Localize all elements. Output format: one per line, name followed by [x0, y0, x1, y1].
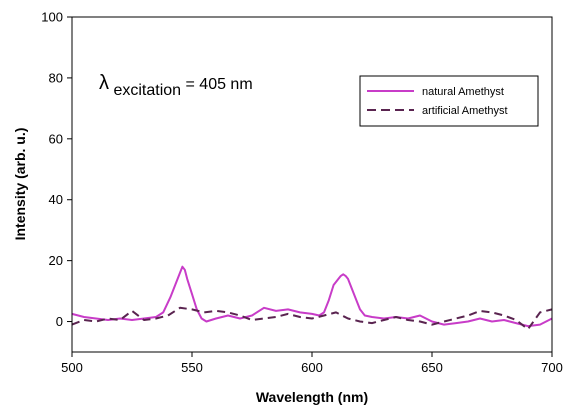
excitation-annotation: λ excitation = 405 nm [99, 72, 253, 99]
y-tick-label: 0 [56, 314, 63, 329]
x-tick-label: 600 [301, 360, 323, 375]
svg-text:λ excitation = 405: λ excitation = 405 nm [99, 72, 253, 99]
x-tick-label: 650 [421, 360, 443, 375]
y-axis-title: Intensity (arb. u.) [12, 128, 28, 241]
x-tick-label: 700 [541, 360, 563, 375]
y-tick-label: 100 [41, 10, 63, 25]
lambda-symbol: λ [99, 72, 109, 94]
y-tick-label: 20 [49, 253, 63, 268]
x-tick-label: 550 [181, 360, 203, 375]
plot-area [71, 265, 553, 331]
excitation-value: = 405 nm [186, 76, 253, 93]
x-tick-label: 500 [61, 360, 83, 375]
legend-box [359, 75, 539, 127]
axis-ticks: 500 550 600 650 700 0 20 40 60 80 100 [41, 10, 563, 376]
x-axis-title: Wavelength (nm) [256, 389, 368, 405]
y-tick-label: 40 [49, 192, 63, 207]
y-tick-label: 60 [49, 131, 63, 146]
legend-label-natural: natural Amethyst [422, 86, 504, 98]
y-tick-label: 80 [49, 70, 63, 85]
legend: natural Amethyst artificial Amethyst [359, 75, 539, 127]
series-line-artificial [71, 306, 553, 331]
legend-label-artificial: artificial Amethyst [422, 105, 508, 117]
excitation-subscript: excitation [113, 82, 181, 99]
